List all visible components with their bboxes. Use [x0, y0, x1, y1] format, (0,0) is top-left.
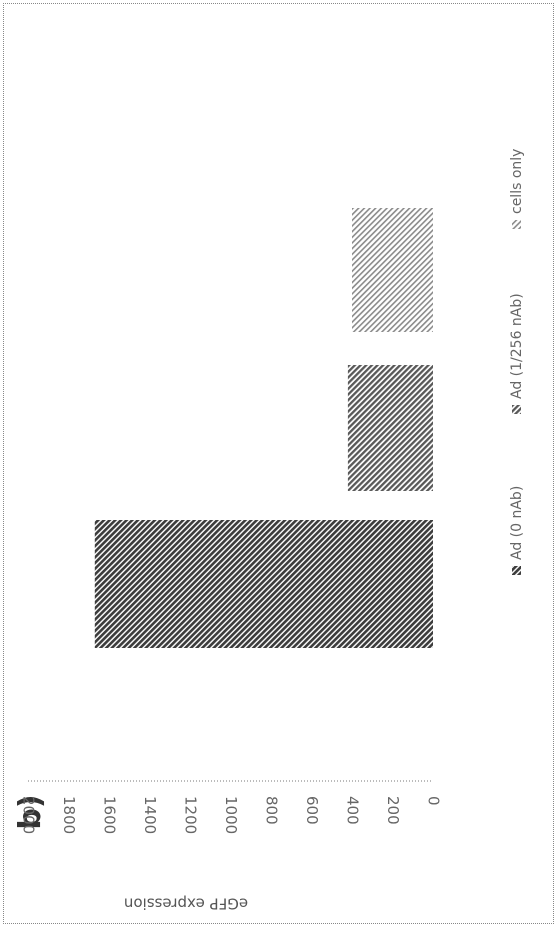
legend-swatch	[512, 220, 521, 229]
y-tick-label: 400	[344, 796, 362, 825]
legend: Ad (0 nAb) Ad (1/256 nAb) cells only	[509, 149, 525, 575]
legend-swatch	[512, 405, 521, 414]
y-axis-label: eGFP expression	[124, 895, 248, 913]
y-tick-label: 1600	[101, 796, 119, 834]
legend-label: Ad (1/256 nAb)	[509, 293, 525, 399]
y-axis-ticks: 0 200 400 600 800 1000 1200 1400 1600 1800 2000	[20, 796, 443, 834]
legend-label: Ad (0 nAb)	[509, 486, 525, 560]
y-tick-label: 0	[425, 796, 443, 806]
legend-label: cells only	[509, 149, 525, 214]
y-tick-label: 2000	[20, 796, 38, 834]
panel-label: b)	[13, 794, 48, 829]
bars	[94, 208, 434, 648]
y-tick-label: 1000	[222, 796, 240, 834]
legend-swatch	[512, 566, 521, 575]
figure-frame	[3, 3, 554, 924]
bar	[352, 208, 433, 332]
y-tick-label: 1800	[60, 796, 78, 834]
y-tick-label: 600	[303, 796, 321, 825]
bar	[347, 365, 433, 491]
y-tick-label: 200	[384, 796, 402, 825]
y-tick-label: 1200	[182, 796, 200, 834]
bar	[94, 520, 434, 648]
y-tick-label: 800	[263, 796, 281, 825]
y-tick-label: 1400	[141, 796, 159, 834]
